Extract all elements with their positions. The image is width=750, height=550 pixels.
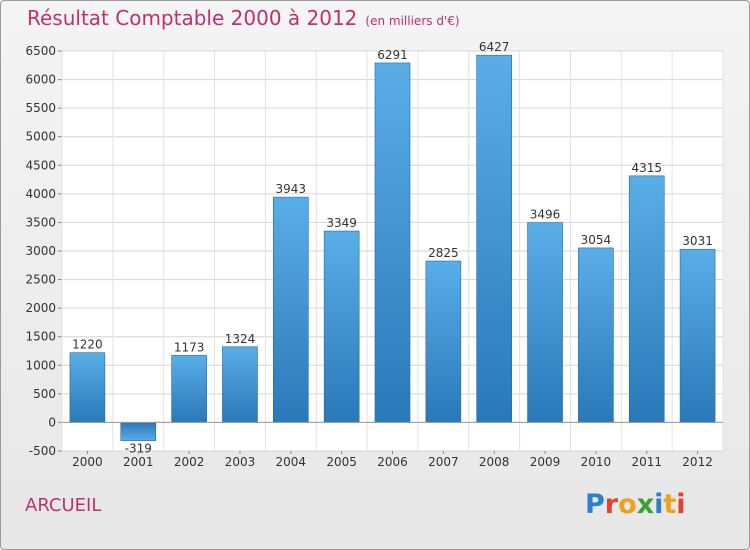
bar (120, 422, 157, 441)
logo-letter: i (654, 489, 664, 520)
commune-name: ARCUEIL (25, 495, 102, 516)
bar-value-label: 3496 (530, 208, 561, 222)
bar (476, 54, 512, 423)
bar (374, 62, 411, 423)
bar-value-label: 1173 (174, 340, 205, 354)
x-tick-label: 2010 (581, 455, 612, 469)
bar (323, 230, 360, 423)
logo-letter: t (663, 489, 677, 520)
logo-letter: P (585, 489, 605, 520)
bar-value-label: 3349 (326, 216, 357, 230)
x-tick-label: 2012 (682, 455, 713, 469)
bar (273, 196, 309, 423)
y-tick-label: 5000 (25, 130, 56, 144)
y-tick-label: 4000 (25, 187, 56, 201)
y-tick-label: -500 (29, 444, 56, 458)
chart-subtitle: (en milliers d'€) (365, 14, 460, 28)
bar-value-label: 4315 (631, 161, 662, 175)
y-tick-label: 6500 (25, 44, 56, 58)
bar (527, 222, 563, 423)
y-tick-label: 6000 (25, 73, 56, 87)
bar-value-label: -319 (125, 442, 152, 456)
bar-value-label: 2825 (428, 246, 459, 260)
bar-value-label: 1324 (225, 332, 256, 346)
bar (222, 346, 258, 423)
y-tick-label: 2000 (25, 301, 56, 315)
x-tick-label: 2005 (326, 455, 357, 469)
y-tick-label: 1500 (25, 330, 56, 344)
y-tick-label: 0 (48, 415, 56, 429)
bar-value-label: 6427 (479, 40, 510, 54)
logo-letter: x (636, 489, 655, 520)
bar-value-label: 3054 (581, 233, 612, 247)
bar (69, 352, 106, 423)
bar (628, 175, 665, 423)
bar (171, 355, 207, 423)
x-tick-label: 2011 (631, 455, 662, 469)
title-text: Résultat Comptable 2000 à 2012 (27, 6, 358, 30)
x-tick-label: 2006 (377, 455, 408, 469)
logo-letter: r (604, 489, 619, 520)
proxiti-logo: Proxiti (585, 489, 686, 520)
bar (679, 248, 716, 423)
x-tick-label: 2000 (72, 455, 103, 469)
bar-value-label: 3031 (682, 234, 713, 248)
y-tick-label: 3500 (25, 215, 56, 229)
y-tick-label: 2500 (25, 273, 56, 287)
y-tick-label: 500 (33, 387, 56, 401)
x-tick-label: 2008 (479, 455, 510, 469)
y-tick-label: 1000 (25, 358, 56, 372)
bar (425, 260, 462, 423)
y-tick-label: 3000 (25, 244, 56, 258)
bar-value-label: 6291 (377, 48, 408, 62)
logo-letter: o (618, 489, 637, 520)
bar (578, 247, 614, 423)
y-tick-label: 4500 (25, 158, 56, 172)
x-tick-label: 2001 (123, 455, 154, 469)
chart-title: Résultat Comptable 2000 à 2012 (en millie… (27, 6, 460, 30)
x-tick-label: 2002 (174, 455, 205, 469)
bar-value-label: 3943 (276, 182, 307, 196)
logo-letter: i (676, 489, 686, 520)
x-tick-label: 2004 (276, 455, 307, 469)
bar-value-label: 1220 (72, 338, 103, 352)
y-tick-label: 5500 (25, 101, 56, 115)
x-tick-label: 2009 (530, 455, 561, 469)
x-tick-label: 2003 (225, 455, 256, 469)
x-tick-label: 2007 (428, 455, 459, 469)
